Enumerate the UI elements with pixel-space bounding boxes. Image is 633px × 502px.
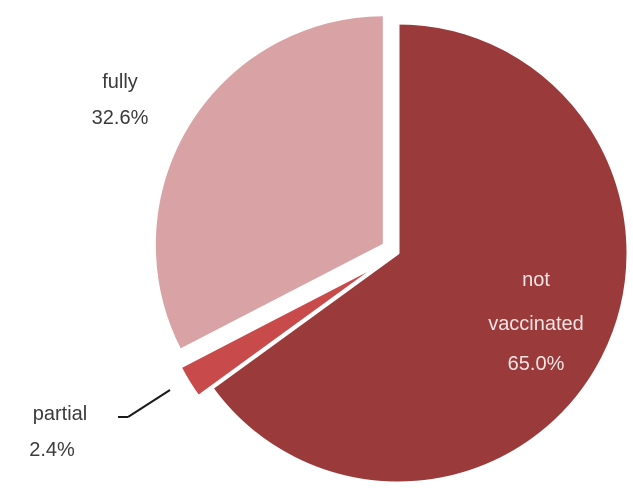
pie-slice-not-vaccinated [210, 21, 630, 485]
slice-value-fully: 32.6% [92, 107, 149, 129]
pie-slices [152, 13, 630, 485]
slice-label-not-vaccinated-line1: not [522, 269, 550, 291]
slice-label-not-vaccinated-line2: vaccinated [488, 313, 584, 335]
partial-leader-line-diagonal [127, 389, 171, 418]
slice-label-fully: fully [102, 71, 138, 93]
slice-value-not-vaccinated: 65.0% [508, 353, 565, 375]
slice-value-partial: 2.4% [29, 439, 75, 461]
slice-label-partial: partial [33, 403, 87, 425]
pie-slice-fully [152, 13, 386, 352]
pie-slice-partial [178, 259, 386, 399]
